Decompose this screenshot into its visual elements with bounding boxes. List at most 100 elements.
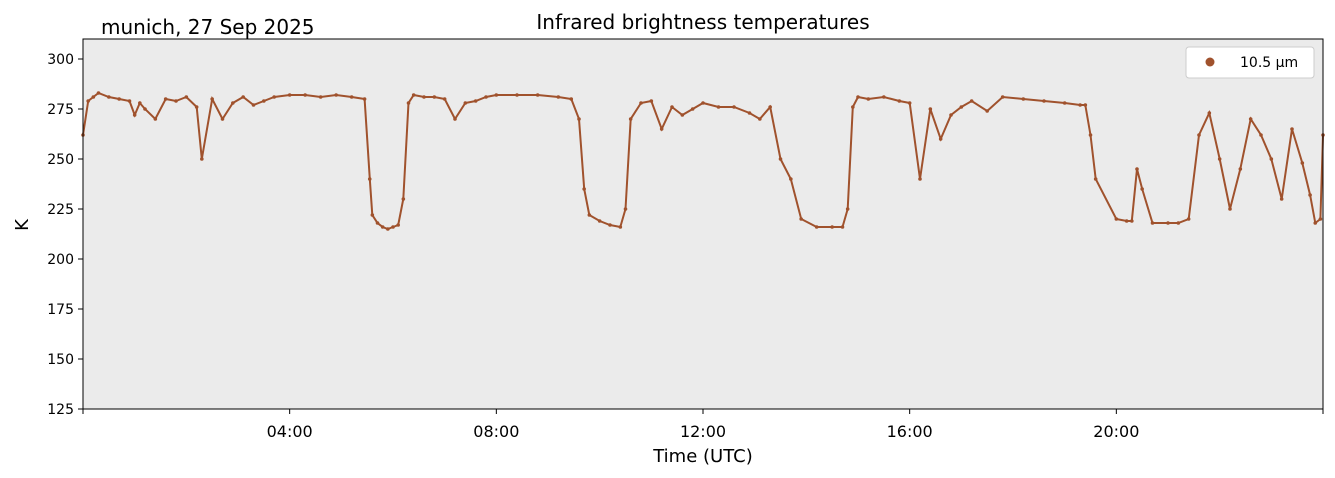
data-point	[618, 225, 623, 229]
data-point	[851, 105, 855, 109]
data-point	[856, 95, 860, 99]
data-point	[396, 223, 400, 227]
data-point	[789, 177, 793, 181]
data-point	[194, 105, 199, 109]
data-point	[918, 177, 922, 181]
data-point	[442, 97, 447, 101]
data-point	[370, 213, 375, 217]
data-point	[86, 99, 90, 103]
data-point	[577, 117, 581, 121]
data-point	[174, 99, 178, 103]
chart-title: Infrared brightness temperatures	[536, 10, 869, 34]
y-tick-label: 225	[47, 202, 74, 218]
series-10-5-m	[81, 91, 1325, 231]
data-point	[716, 105, 721, 109]
x-axis: 04:00 08:00 12:00 16:00 20:00	[82, 409, 1324, 441]
legend-marker	[1205, 57, 1215, 67]
data-point	[1238, 167, 1243, 171]
data-point	[670, 105, 674, 109]
data-point	[1124, 219, 1129, 223]
data-point	[1197, 133, 1201, 137]
y-axis: 125 150 175 200 225 250 275 300	[47, 52, 83, 418]
y-tick-label: 150	[47, 352, 74, 368]
data-point	[845, 207, 850, 211]
data-point	[1269, 157, 1274, 161]
data-point	[200, 157, 204, 161]
data-point	[1308, 193, 1312, 197]
data-point	[840, 225, 845, 229]
data-point	[303, 93, 307, 97]
data-point	[587, 213, 592, 217]
data-point	[432, 95, 437, 99]
y-tick-label: 200	[47, 252, 74, 268]
data-point	[231, 101, 235, 105]
data-point	[96, 91, 101, 95]
data-point	[732, 105, 736, 109]
data-point	[535, 93, 540, 97]
data-point	[1300, 161, 1305, 165]
data-point	[608, 223, 612, 227]
data-point	[515, 93, 519, 97]
data-point	[163, 97, 168, 101]
data-point	[639, 101, 643, 105]
y-axis-label: K	[12, 218, 33, 231]
data-point	[1186, 217, 1191, 221]
data-point	[153, 117, 158, 121]
data-point	[1130, 219, 1134, 223]
data-point	[334, 93, 338, 97]
data-point	[582, 187, 586, 191]
data-point	[287, 93, 292, 97]
data-point	[799, 217, 803, 221]
legend-box	[1185, 46, 1315, 79]
data-point	[1078, 103, 1082, 107]
data-point	[882, 95, 886, 99]
data-point	[127, 99, 132, 103]
data-point	[367, 177, 372, 181]
data-point	[1114, 217, 1119, 221]
data-point	[107, 95, 111, 99]
data-point	[411, 93, 416, 97]
data-point	[143, 107, 147, 111]
data-point	[318, 95, 323, 99]
data-point	[1248, 117, 1253, 121]
data-point	[453, 117, 457, 121]
data-point	[747, 111, 752, 115]
data-point	[251, 103, 256, 107]
data-point	[1088, 133, 1093, 137]
y-tick-label: 250	[47, 152, 74, 168]
data-point	[928, 107, 933, 111]
x-axis-label: Time (UTC)	[652, 446, 753, 467]
data-point	[272, 95, 276, 99]
data-point	[484, 95, 488, 99]
data-point	[362, 97, 367, 101]
data-point	[494, 93, 499, 97]
data-point	[1217, 157, 1222, 161]
data-point	[375, 221, 380, 225]
data-point	[1176, 221, 1181, 225]
data-point	[758, 117, 762, 121]
data-point	[406, 101, 411, 105]
data-point	[91, 95, 96, 99]
data-point	[210, 97, 214, 101]
y-tick-label: 125	[47, 402, 74, 418]
data-point	[473, 99, 478, 103]
data-point	[1042, 99, 1046, 103]
data-point	[220, 117, 225, 121]
data-point	[241, 95, 245, 99]
data-point	[1083, 103, 1088, 107]
data-point	[597, 219, 602, 223]
data-point	[1093, 177, 1098, 181]
data-point	[1207, 111, 1212, 115]
data-point	[1290, 127, 1294, 131]
x-tick-label: 08:00	[473, 422, 519, 441]
data-point	[949, 113, 953, 117]
data-point	[1279, 197, 1284, 201]
x-tick-label: 04:00	[267, 422, 313, 441]
data-point	[897, 99, 902, 103]
data-point	[349, 95, 354, 99]
data-point	[380, 225, 385, 229]
data-point	[132, 113, 137, 117]
data-point	[938, 137, 943, 141]
data-point	[1313, 221, 1318, 225]
data-point	[959, 105, 964, 109]
